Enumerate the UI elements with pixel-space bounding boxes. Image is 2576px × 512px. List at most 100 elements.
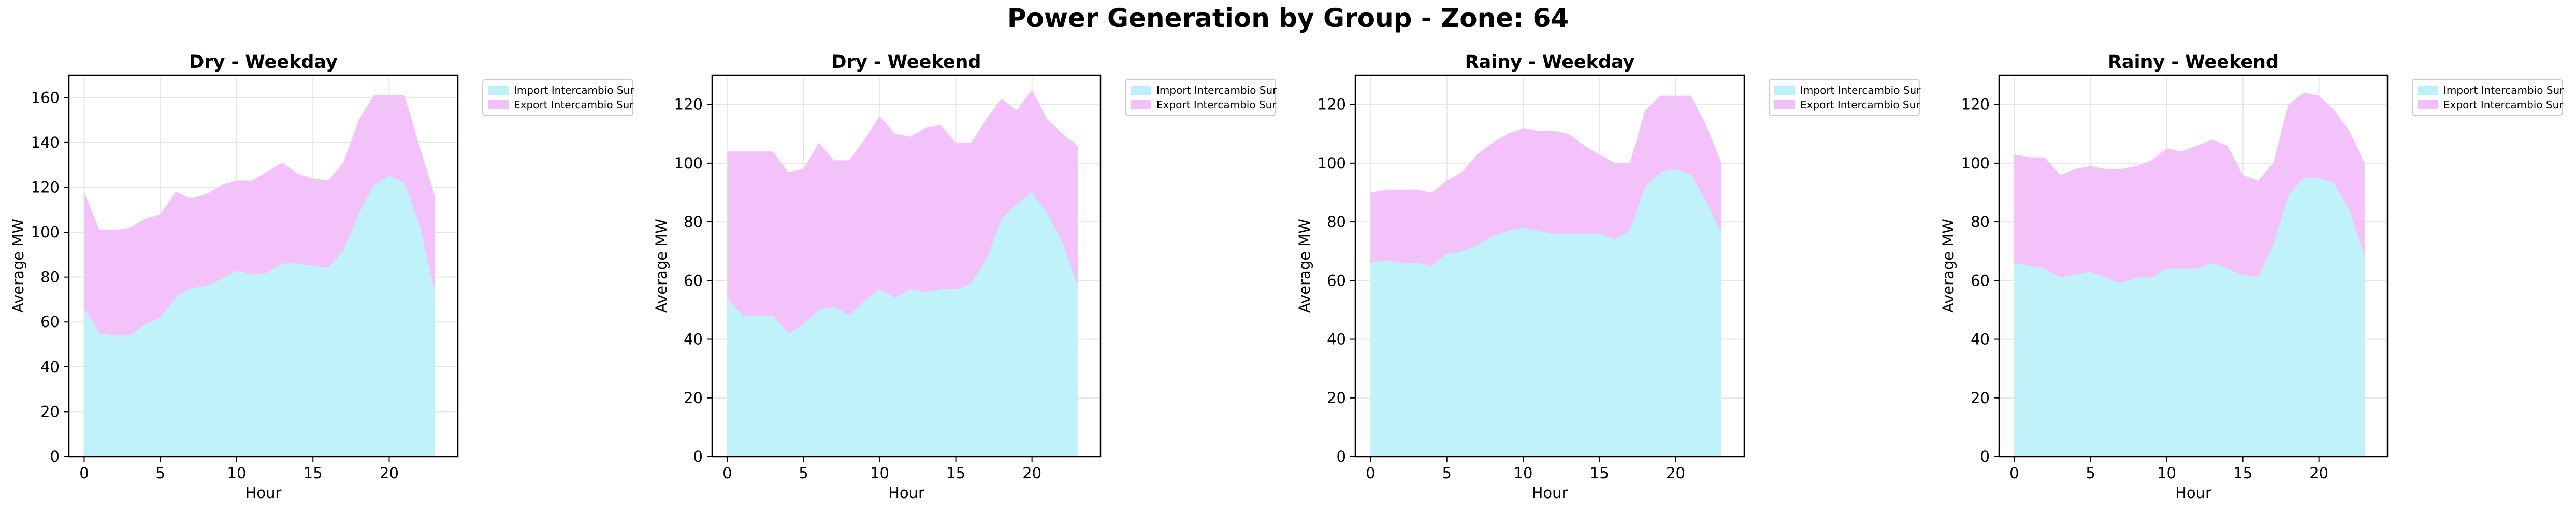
legend-swatch [1131, 86, 1151, 95]
x-tick-label: 10 [2157, 464, 2176, 482]
y-tick-label: 60 [684, 272, 703, 289]
x-tick-label: 15 [946, 464, 965, 482]
subplot-title: Rainy - Weekend [2108, 52, 2279, 73]
subplot-4: 0 5 10 15 20 0 20 40 60 80 100 120 Rainy - Weekend Ho… [1940, 52, 2564, 502]
legend-box [1125, 79, 1276, 116]
x-tick-label: 5 [2086, 464, 2095, 482]
y-tick-label: 80 [40, 268, 60, 286]
y-tick-label: 100 [31, 223, 60, 241]
legend-swatch [2418, 86, 2438, 95]
subplot-title: Rainy - Weekday [1465, 52, 1635, 73]
legend: Import Intercambio Sur Export Intercambio… [2412, 79, 2564, 116]
y-tick-label: 20 [684, 389, 703, 407]
y-tick-label: 100 [1318, 154, 1346, 172]
area-series-import [84, 176, 435, 457]
y-tick-label: 40 [40, 358, 60, 376]
x-tick-label: 20 [1022, 464, 1041, 482]
x-tick-label: 20 [2309, 464, 2328, 482]
legend-box [1769, 79, 1920, 116]
figure-title: Power Generation by Group - Zone: 64 [1007, 3, 1569, 33]
legend-label: Import Intercambio Sur [514, 84, 634, 96]
y-tick-label: 80 [1971, 213, 1990, 231]
y-axis-label: Average MW [1296, 219, 1313, 313]
legend-label: Export Intercambio Sur [1156, 98, 1277, 111]
x-tick-label: 0 [722, 464, 732, 482]
y-tick-label: 60 [1327, 272, 1346, 289]
legend-label: Export Intercambio Sur [1800, 98, 1920, 111]
legend-label: Import Intercambio Sur [1156, 84, 1277, 96]
y-tick-label: 60 [1971, 272, 1990, 289]
y-tick-label: 60 [40, 313, 60, 331]
subplot-3: 0 5 10 15 20 0 20 40 60 80 100 120 Rainy - Weekday Ho… [1296, 52, 1921, 502]
y-tick-label: 120 [31, 178, 60, 196]
x-tick-label: 20 [1666, 464, 1685, 482]
subplot-1: 0 5 10 15 20 0 20 40 60 80 100 120 140 160 Dry - Weekd… [9, 52, 634, 502]
y-tick-label: 0 [1337, 448, 1346, 465]
area-series-export [727, 90, 1078, 334]
x-tick-label: 20 [380, 464, 399, 482]
y-tick-label: 160 [31, 89, 60, 106]
y-tick-label: 0 [1980, 448, 1990, 465]
legend-label: Export Intercambio Sur [2443, 98, 2564, 111]
subplot-title: Dry - Weekday [189, 52, 338, 73]
area-series-import [727, 192, 1078, 457]
subplot-2: 0 5 10 15 20 0 20 40 60 80 100 120 Dry - Weekend Hour… [653, 52, 1277, 502]
legend-box [482, 79, 633, 116]
legend-swatch [2418, 100, 2438, 109]
x-tick-label: 15 [303, 464, 323, 482]
legend-swatch [488, 86, 509, 95]
plot-frame [68, 74, 459, 458]
x-tick-label: 5 [1442, 464, 1451, 482]
y-axis-label: Average MW [653, 219, 670, 313]
y-tick-label: 0 [50, 448, 60, 465]
area-series-import [2014, 178, 2365, 457]
x-tick-label: 10 [870, 464, 889, 482]
area-series-import [1370, 169, 1721, 457]
area-series-export [84, 95, 435, 336]
x-tick-label: 15 [2233, 464, 2252, 482]
plot-frame [711, 74, 1102, 458]
y-tick-label: 140 [31, 134, 60, 151]
x-tick-label: 5 [155, 464, 165, 482]
y-tick-label: 20 [1327, 389, 1346, 407]
y-tick-label: 20 [1971, 389, 1990, 407]
area-series-export [1370, 95, 1721, 266]
x-tick-label: 0 [2009, 464, 2019, 482]
x-tick-label: 10 [227, 464, 247, 482]
subplot-title: Dry - Weekend [832, 52, 981, 73]
y-axis-label: Average MW [9, 219, 27, 313]
y-tick-label: 120 [1318, 96, 1346, 113]
y-tick-label: 120 [1961, 96, 1990, 113]
legend-swatch [488, 100, 509, 109]
area-series-export [2014, 93, 2365, 283]
y-tick-label: 40 [684, 331, 703, 348]
legend-label: Export Intercambio Sur [514, 98, 634, 111]
plot-frame [1998, 74, 2389, 458]
legend-swatch [1774, 100, 1795, 109]
y-tick-label: 40 [1327, 331, 1346, 348]
legend-swatch [1774, 86, 1795, 95]
y-tick-label: 120 [674, 96, 703, 113]
plot-frame [1354, 74, 1745, 458]
legend-swatch [1131, 100, 1151, 109]
x-axis-label: Hour [245, 484, 282, 502]
legend-label: Import Intercambio Sur [1800, 84, 1921, 96]
x-tick-label: 0 [79, 464, 89, 482]
y-tick-label: 40 [1971, 331, 1990, 348]
legend: Import Intercambio Sur Export Intercambio… [1125, 79, 1277, 116]
y-tick-label: 80 [684, 213, 703, 231]
x-tick-label: 5 [799, 464, 808, 482]
legend-label: Import Intercambio Sur [2443, 84, 2564, 96]
x-tick-label: 10 [1514, 464, 1533, 482]
x-tick-label: 15 [1590, 464, 1609, 482]
y-tick-label: 20 [40, 403, 60, 420]
x-tick-label: 0 [1366, 464, 1375, 482]
y-axis-label: Average MW [1940, 219, 1957, 313]
legend: Import Intercambio Sur Export Intercambio… [482, 79, 634, 116]
y-tick-label: 100 [1961, 154, 1990, 172]
x-axis-label: Hour [1532, 484, 1568, 502]
legend-box [2412, 79, 2563, 116]
y-tick-label: 80 [1327, 213, 1346, 231]
